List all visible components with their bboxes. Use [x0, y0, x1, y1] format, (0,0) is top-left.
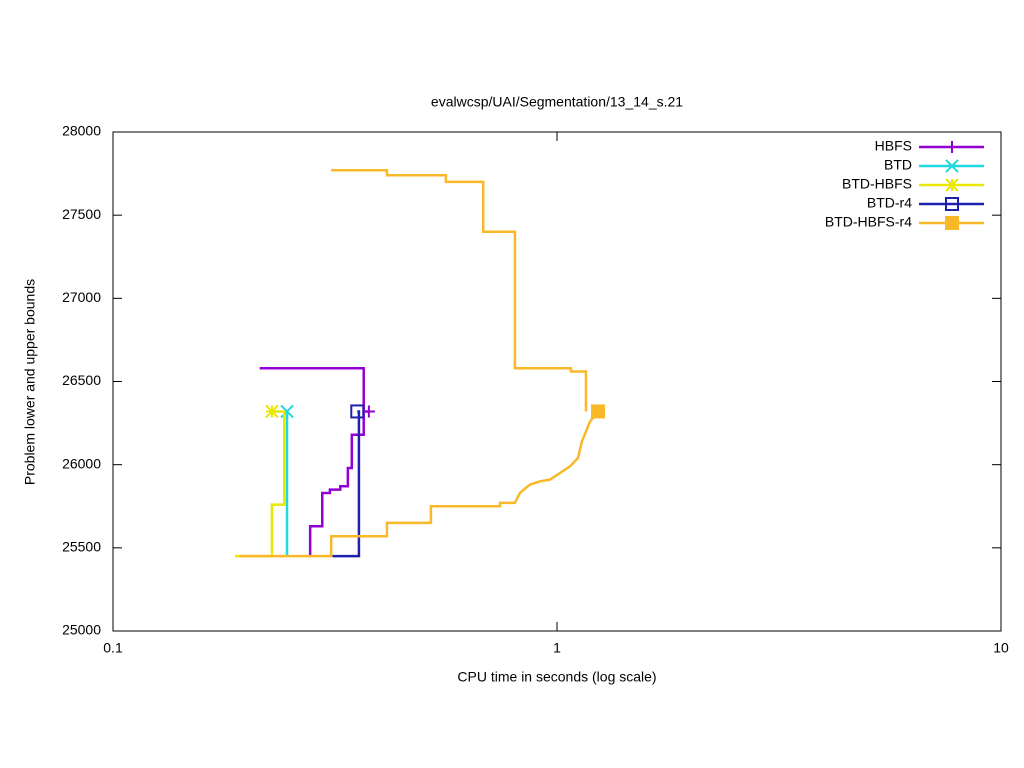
series-end-marker — [265, 404, 279, 419]
x-tick-label: 10 — [993, 640, 1009, 656]
x-tick-label: 0.1 — [103, 640, 123, 656]
x-axis-label: CPU time in seconds (log scale) — [457, 669, 656, 685]
chart-title: evalwcsp/UAI/Segmentation/13_14_s.21 — [431, 94, 683, 110]
legend-marker — [945, 178, 959, 192]
series-end-marker — [362, 405, 375, 418]
legend-marker — [945, 159, 959, 173]
y-tick-label: 27000 — [62, 289, 101, 305]
legend-marker — [946, 141, 958, 153]
y-tick-label: 26500 — [62, 372, 101, 388]
series-line — [235, 410, 286, 558]
series-line — [332, 410, 361, 558]
y-tick-label: 28000 — [62, 123, 101, 139]
legend-label: BTD-HBFS — [842, 176, 912, 192]
series-end-marker — [350, 404, 365, 419]
series-line — [239, 169, 599, 558]
legend-label: HBFS — [875, 138, 912, 154]
y-tick-label: 26000 — [62, 455, 101, 471]
y-tick-label: 27500 — [62, 206, 101, 222]
series-line — [259, 366, 369, 557]
y-tick-label: 25000 — [62, 622, 101, 638]
legend-label: BTD — [884, 157, 912, 173]
series-end-marker — [591, 404, 606, 419]
legend-label: BTD-r4 — [867, 195, 912, 211]
legend-label: BTD-HBFS-r4 — [825, 214, 912, 230]
x-tick-label: 1 — [553, 640, 561, 656]
y-axis-label: Problem lower and upper bounds — [22, 279, 38, 485]
y-tick-label: 25500 — [62, 539, 101, 555]
legend-marker — [945, 197, 959, 211]
legend-marker — [945, 216, 959, 230]
